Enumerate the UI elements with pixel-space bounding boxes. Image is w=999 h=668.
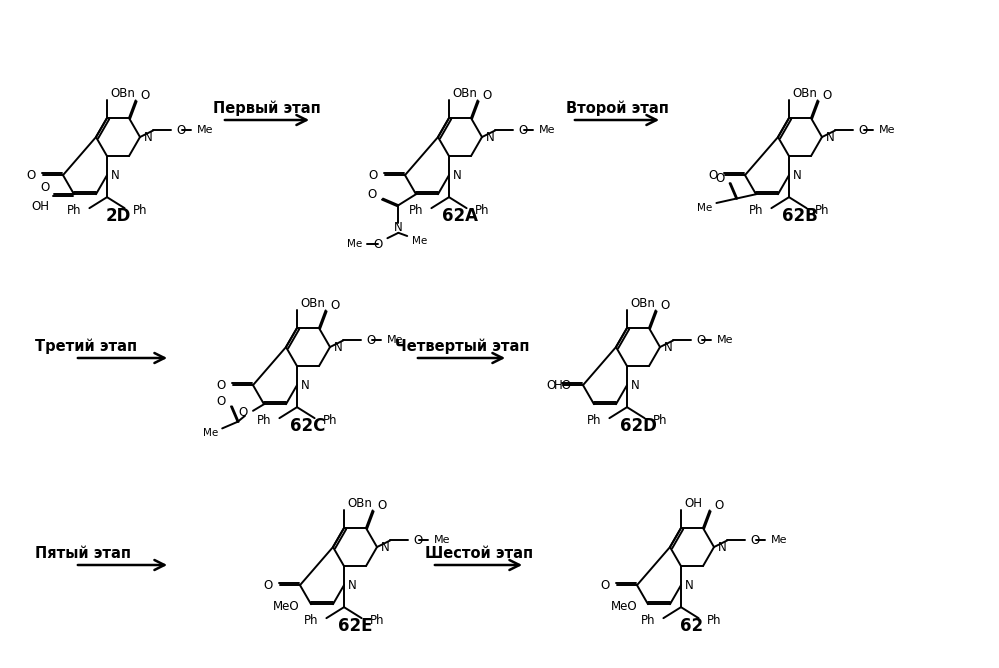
Text: Me: Me	[717, 335, 733, 345]
Text: Ph: Ph	[304, 614, 319, 627]
Text: Шестой этап: Шестой этап	[425, 546, 533, 560]
Text: 62E: 62E	[338, 617, 373, 635]
Text: O: O	[217, 395, 226, 408]
Text: N: N	[718, 540, 726, 554]
Text: O: O	[600, 578, 609, 592]
Text: O: O	[374, 238, 383, 250]
Text: O: O	[216, 379, 225, 391]
Text: Me: Me	[538, 126, 555, 136]
Text: Ph: Ph	[706, 614, 721, 627]
Text: O: O	[40, 181, 49, 194]
Text: O: O	[545, 379, 555, 391]
Text: Ph: Ph	[133, 204, 147, 216]
Text: Me: Me	[879, 126, 895, 136]
Text: N: N	[826, 130, 835, 144]
Text: O: O	[660, 299, 670, 312]
Text: Me: Me	[197, 126, 214, 136]
Text: Me: Me	[387, 335, 404, 345]
Text: N: N	[381, 540, 390, 554]
Text: O: O	[708, 168, 717, 182]
Text: Второй этап: Второй этап	[565, 100, 668, 116]
Text: Ph: Ph	[749, 204, 763, 216]
Text: Ph: Ph	[323, 413, 337, 427]
Text: N: N	[664, 341, 672, 353]
Text: Третий этап: Третий этап	[35, 338, 137, 354]
Text: OH: OH	[31, 200, 49, 212]
Text: O: O	[414, 534, 423, 547]
Text: N: N	[348, 578, 357, 592]
Text: Четвертый этап: Четвертый этап	[395, 338, 529, 354]
Text: N: N	[111, 168, 120, 182]
Text: OBn: OBn	[630, 297, 655, 310]
Text: Me: Me	[347, 239, 363, 249]
Text: 62A: 62A	[442, 207, 478, 225]
Text: O: O	[715, 172, 724, 185]
Text: Ph: Ph	[370, 614, 384, 627]
Text: O: O	[822, 89, 832, 102]
Text: Me: Me	[203, 428, 218, 438]
Text: 62D: 62D	[619, 418, 656, 436]
Text: O: O	[518, 124, 528, 137]
Text: O: O	[141, 89, 150, 102]
Text: N: N	[301, 379, 310, 391]
Text: Ph: Ph	[652, 413, 667, 427]
Text: Me: Me	[434, 536, 451, 546]
Text: OBn: OBn	[792, 87, 817, 100]
Text: O: O	[331, 299, 340, 312]
Text: O: O	[263, 578, 272, 592]
Text: N: N	[685, 578, 693, 592]
Text: Ph: Ph	[475, 204, 490, 216]
Text: Ph: Ph	[409, 204, 424, 216]
Text: O: O	[368, 188, 377, 201]
Text: Пятый этап: Пятый этап	[35, 546, 131, 560]
Text: MeO: MeO	[274, 600, 300, 613]
Text: Ph: Ph	[641, 614, 655, 627]
Text: N: N	[144, 130, 153, 144]
Text: N: N	[453, 168, 462, 182]
Text: HO: HO	[554, 379, 572, 391]
Text: O: O	[367, 334, 376, 347]
Text: Ph: Ph	[586, 413, 601, 427]
Text: OH: OH	[684, 497, 702, 510]
Text: O: O	[177, 124, 186, 137]
Text: Ph: Ph	[814, 204, 829, 216]
Text: OBn: OBn	[452, 87, 477, 100]
Text: N: N	[394, 221, 403, 234]
Text: O: O	[26, 168, 35, 182]
Text: 62B: 62B	[782, 207, 818, 225]
Text: N: N	[486, 130, 495, 144]
Text: OBn: OBn	[300, 297, 325, 310]
Text: Me: Me	[771, 536, 787, 546]
Text: N: N	[631, 379, 639, 391]
Text: 62C: 62C	[291, 418, 326, 436]
Text: 2D: 2D	[105, 207, 131, 225]
Text: Ph: Ph	[67, 204, 81, 216]
Text: O: O	[368, 168, 378, 182]
Text: OBn: OBn	[110, 87, 135, 100]
Text: O: O	[239, 406, 248, 420]
Text: O: O	[483, 89, 492, 102]
Text: O: O	[859, 124, 868, 137]
Text: O: O	[751, 534, 760, 547]
Text: Me: Me	[413, 236, 428, 246]
Text: O: O	[696, 334, 706, 347]
Text: N: N	[334, 341, 343, 353]
Text: N: N	[793, 168, 802, 182]
Text: O: O	[378, 499, 387, 512]
Text: Me: Me	[697, 203, 712, 213]
Text: 62: 62	[680, 617, 703, 635]
Text: Ph: Ph	[257, 413, 272, 427]
Text: Первый этап: Первый этап	[213, 100, 321, 116]
Text: OBn: OBn	[347, 497, 372, 510]
Text: MeO: MeO	[610, 600, 637, 613]
Text: O: O	[714, 499, 724, 512]
